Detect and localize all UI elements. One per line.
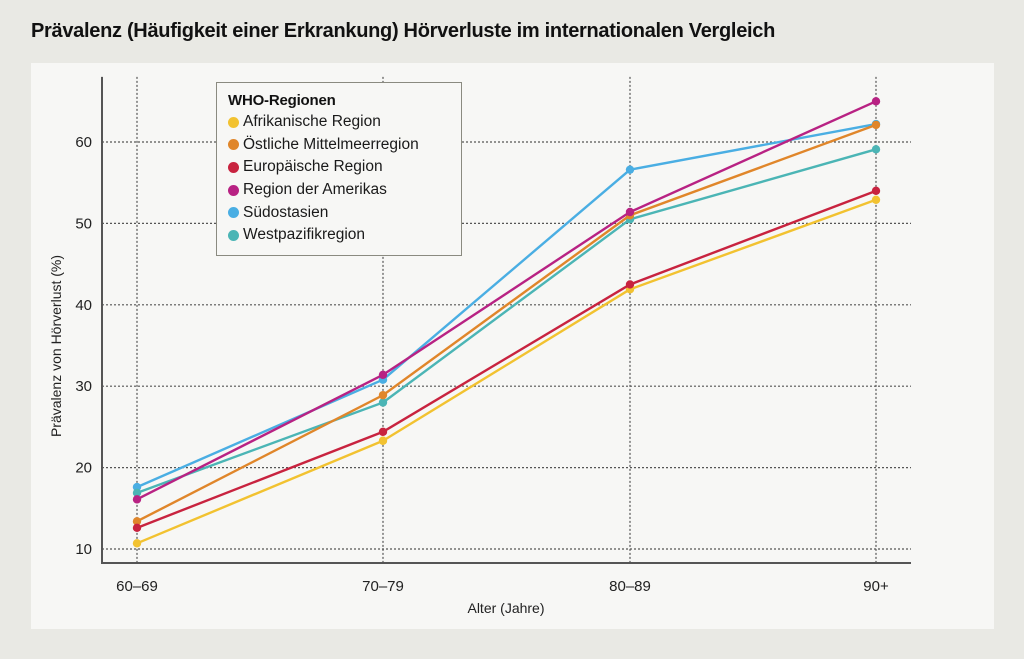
- legend-item: Östliche Mittelmeerregion: [228, 134, 461, 157]
- legend-item: Südostasien: [228, 201, 461, 224]
- legend-swatch: [228, 161, 239, 173]
- x-tick-label: 70–79: [362, 578, 404, 595]
- y-axis-label: Prävalenz von Hörverlust (%): [48, 255, 64, 437]
- data-point: [871, 97, 881, 106]
- data-point: [625, 207, 635, 217]
- data-point: [378, 370, 388, 380]
- data-point: [871, 186, 881, 196]
- legend: WHO-Regionen Afrikanische Region Östliche…: [216, 82, 462, 256]
- legend-swatch: [228, 229, 239, 241]
- data-point: [871, 195, 881, 204]
- series-2: [132, 186, 881, 533]
- legend-label: Europäische Region: [243, 158, 383, 176]
- legend-item: Afrikanische Region: [228, 111, 461, 134]
- y-tick-label: 50: [75, 215, 92, 232]
- legend-label: Östliche Mittelmeerregion: [243, 135, 419, 153]
- legend-swatch: [228, 207, 239, 219]
- legend-label: Westpazifikregion: [243, 226, 366, 244]
- y-tick-label: 20: [75, 460, 92, 477]
- y-tick-label: 30: [75, 378, 92, 395]
- series-lines: [132, 97, 881, 548]
- data-point: [132, 523, 142, 533]
- series-line: [136, 122, 877, 489]
- x-tick-label: 60–69: [116, 578, 158, 595]
- series-5: [132, 145, 881, 498]
- x-tick-label: 90+: [863, 578, 889, 595]
- y-tick-label: 60: [75, 134, 92, 151]
- legend-label: Südostasien: [243, 203, 329, 221]
- series-1: [132, 120, 881, 526]
- legend-label: Afrikanische Region: [243, 113, 381, 131]
- series-line: [136, 198, 877, 545]
- series-line: [136, 148, 877, 494]
- series-line: [136, 189, 877, 529]
- series-line: [136, 123, 877, 523]
- series-line: [136, 100, 877, 501]
- data-point: [378, 390, 388, 400]
- data-point: [871, 120, 881, 130]
- legend-swatch: [228, 184, 239, 196]
- legend-items: Afrikanische Region Östliche Mittelmeerre…: [228, 111, 461, 247]
- axes: [101, 76, 911, 564]
- legend-swatch: [228, 139, 239, 151]
- series-3: [132, 97, 881, 504]
- data-point: [378, 427, 388, 436]
- x-axis-label: Alter (Jahre): [467, 600, 544, 616]
- y-tick-label: 10: [75, 541, 92, 558]
- tick-labels: 10 20 30 40 50 60 60–69 70–79 80–89 90+: [75, 134, 889, 595]
- x-tick-label: 80–89: [609, 578, 651, 595]
- data-point: [871, 145, 881, 154]
- legend-item: Westpazifikregion: [228, 224, 461, 247]
- data-point: [132, 517, 142, 526]
- data-point: [132, 488, 142, 498]
- data-point: [378, 398, 388, 407]
- legend-swatch: [228, 116, 239, 128]
- chart-title: Prävalenz (Häufigkeit einer Erkrankung) …: [31, 20, 776, 42]
- legend-item: Region der Amerikas: [228, 179, 461, 202]
- y-tick-label: 40: [75, 297, 92, 314]
- legend-title: WHO-Regionen: [228, 92, 336, 109]
- data-point: [378, 436, 388, 445]
- chart-panel: [31, 63, 994, 629]
- data-point: [132, 539, 142, 548]
- legend-label: Region der Amerikas: [243, 181, 387, 199]
- data-point: [625, 165, 635, 174]
- data-point: [625, 280, 635, 289]
- data-point: [132, 495, 142, 504]
- legend-item: Europäische Region: [228, 156, 461, 179]
